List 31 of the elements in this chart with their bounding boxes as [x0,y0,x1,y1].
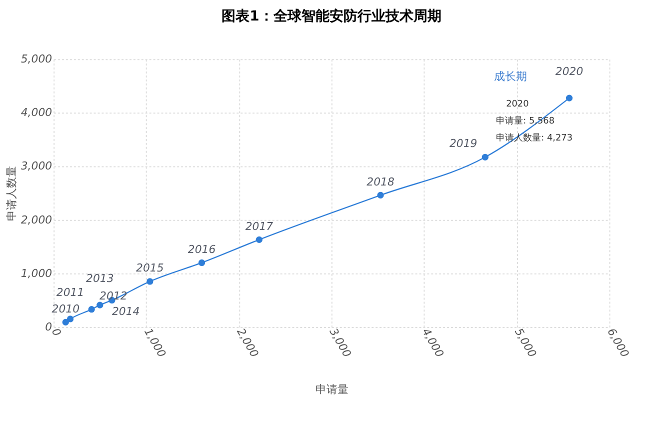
point [566,94,573,102]
annotation: 2017 [245,220,274,233]
annotation: 成长期 [494,70,528,83]
annotation: 2015 [136,262,164,275]
point [198,259,206,266]
point [377,192,384,199]
point [96,302,104,308]
x-axis-title: 申请量 [315,382,348,396]
y-tick-label: 4,000 [20,106,52,120]
annotation: 2016 [188,242,216,256]
y-axis-title: 申请人数量 [4,166,18,222]
point [146,278,154,285]
point [88,306,95,313]
point [482,154,488,160]
annotation: 2019 [449,137,478,150]
annotation: 2014 [112,305,140,318]
annotation: 2011 [56,286,84,300]
point [66,316,74,322]
annotation: 2020 [506,100,530,110]
chart-title: 图表1：全球智能安防行业技术周期 [222,7,442,24]
point [62,318,69,326]
annotation: 2010 [52,302,80,316]
y-tick-label: 5,000 [20,52,52,66]
y-tick-label: 3,000 [20,160,52,173]
annotation: 申请人数量: 4,273 [496,132,573,144]
point [256,236,263,243]
y-tick-label: 1,000 [20,266,52,280]
annotation: 2018 [366,175,394,188]
annotation: 2020 [555,65,584,78]
y-tick-label: 2,000 [20,213,52,226]
annotation: 2013 [86,272,114,286]
